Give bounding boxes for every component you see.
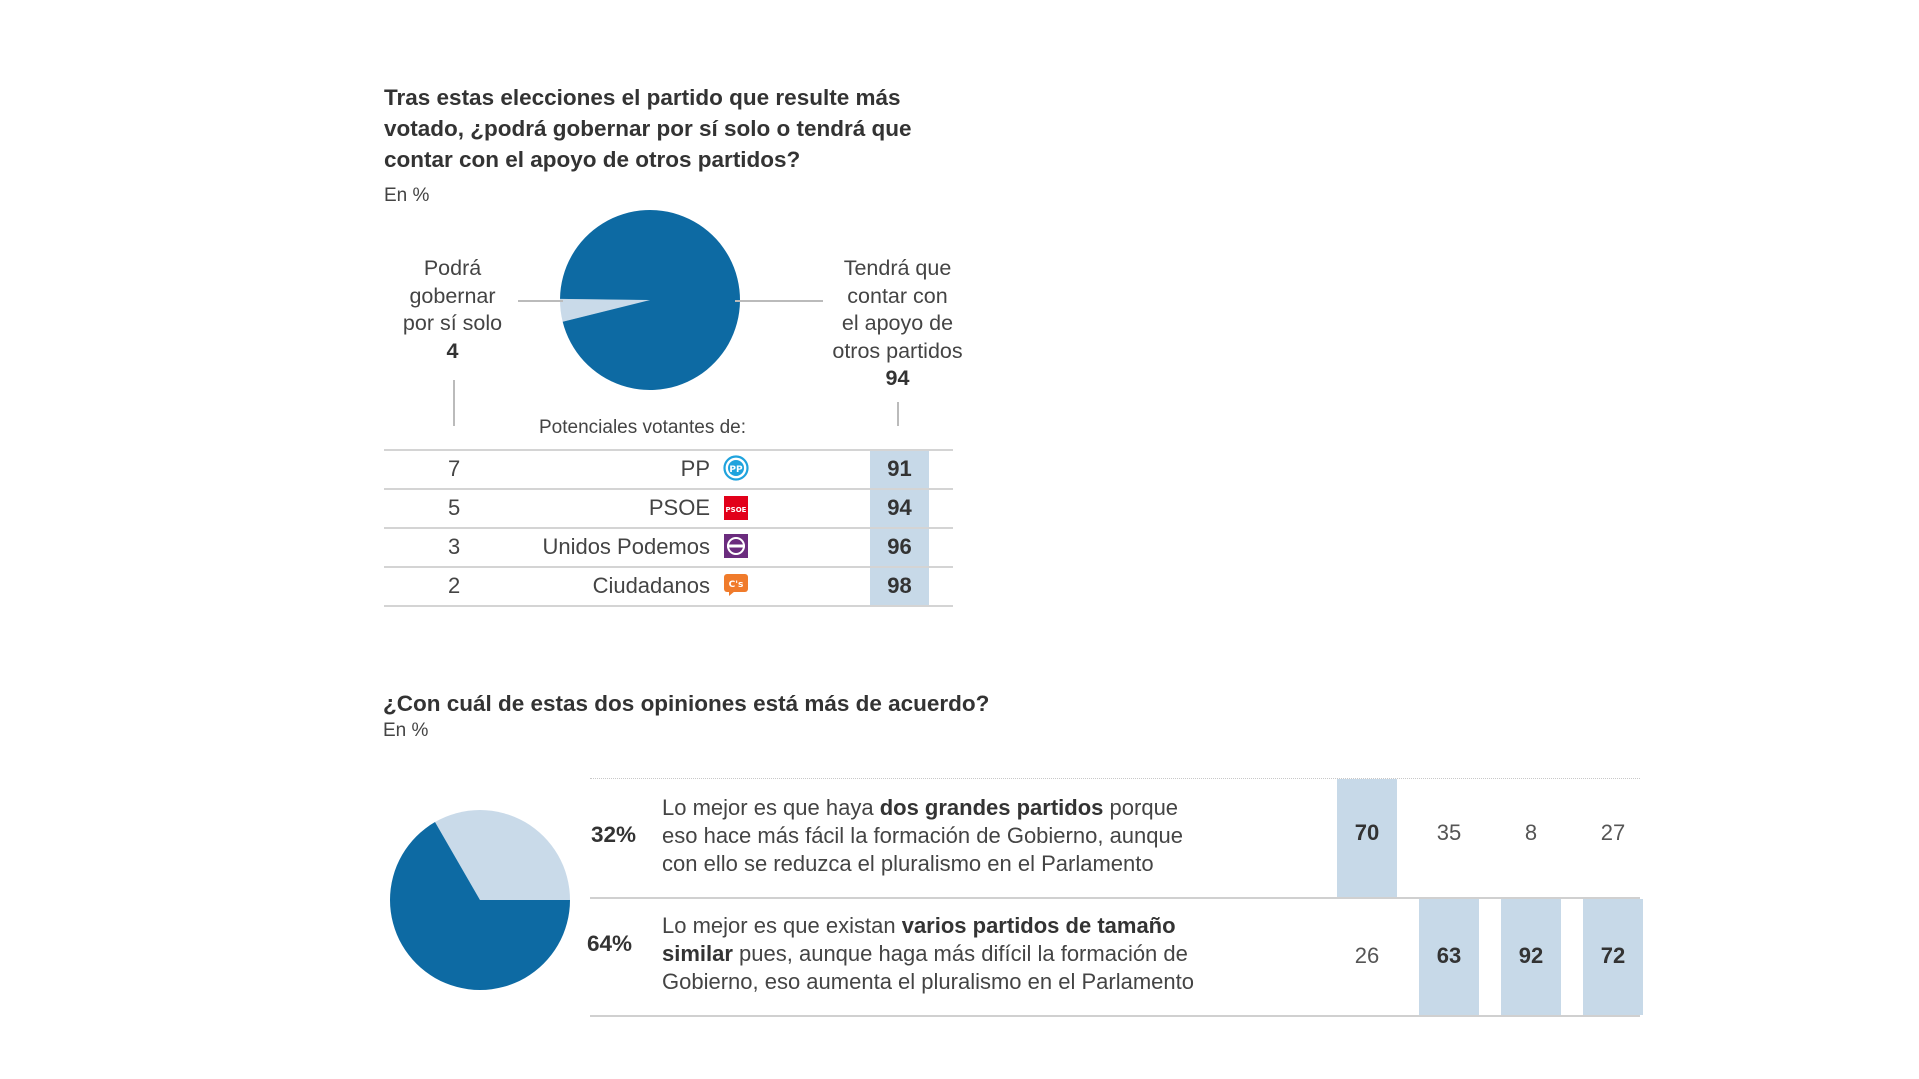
opinion1-text: Lo mejor es que haya dos grandes partido…: [662, 794, 1222, 878]
ciudadanos-logo: C's: [724, 574, 748, 596]
chart1-right-label-line: otros partidos: [832, 338, 963, 363]
opinion2-value-2: 63: [1436, 943, 1462, 968]
table-line: [384, 605, 953, 607]
chart1-right-label-line: contar con: [847, 283, 948, 308]
table-line: [384, 449, 953, 451]
opinion2-shade: [1583, 899, 1643, 1015]
table-line: [384, 488, 953, 490]
table-row-cs-apoyo: 98: [887, 573, 912, 598]
table-row-psoe-party: PSOE: [648, 495, 710, 520]
chart1-right-label-line: Tendrá que: [843, 256, 952, 280]
table-row-up-solo: 3: [448, 534, 461, 559]
chart1-unit: En %: [384, 185, 430, 206]
chart1-left-label-line: por sí solo: [402, 311, 503, 335]
chart1-pie: [560, 210, 740, 390]
svg-text:C's: C's: [729, 580, 744, 590]
svg-text:PSOE: PSOE: [726, 506, 747, 514]
table-header: Potenciales votantes de:: [539, 417, 747, 438]
opinion-line: Gobierno, eso aumenta el pluralismo en e…: [662, 969, 1194, 994]
opinion1-pct: 32%: [591, 822, 637, 847]
opinion2-shade: [1419, 899, 1479, 1015]
table-row-up-party: Unidos Podemos: [542, 534, 710, 559]
chart1-right-leader: [735, 300, 823, 302]
opinion1-value-1: 70: [1354, 820, 1380, 845]
chart1-title: Tras estas elecciones el partido que res…: [384, 82, 964, 175]
table-line: [384, 527, 953, 529]
opinion-line: con ello se reduzca el pluralismo en el …: [662, 851, 1154, 876]
table-row-psoe-solo: 5: [448, 495, 461, 520]
opinion-line: eso hace más fácil la formación de Gobie…: [662, 823, 1183, 848]
opinion2-value-3: 92: [1518, 943, 1544, 968]
table-row-pp-apoyo: 91: [887, 456, 912, 481]
table-line: [384, 566, 953, 568]
pie1-slice-apoyo: [560, 210, 740, 390]
opinion2-pct: 64%: [587, 931, 633, 956]
opinion2-value-4: 72: [1600, 943, 1626, 968]
opinion2-value-1: 26: [1354, 943, 1380, 968]
opinion1-shade: [1337, 779, 1397, 897]
table-row-cs-solo: 2: [448, 573, 461, 598]
pp-logo: PP: [723, 455, 749, 481]
pie2-slice-64: [390, 822, 570, 990]
chart1-right-label-line: el apoyo de: [841, 311, 954, 335]
chart2-unit: En %: [383, 720, 429, 741]
chart1-left-tick: [453, 380, 455, 426]
chart1-right-value: 94: [885, 366, 910, 390]
opinion-line: Lo mejor es que haya dos grandes partido…: [662, 795, 1179, 820]
opinion1-value-2: 35: [1436, 820, 1462, 845]
table-row-psoe-apoyo: 94: [887, 495, 912, 520]
table-row-pp-party: PP: [680, 456, 710, 481]
chart1-left-leader: [518, 300, 563, 302]
opinion1-value-3: 8: [1524, 820, 1538, 845]
pie1-slice-solo: [560, 298, 650, 322]
table-row-up-apoyo: 96: [887, 534, 912, 559]
opinion-bottom-rule: [590, 1015, 1640, 1017]
chart2-title: ¿Con cuál de estas dos opiniones está má…: [383, 691, 990, 716]
chart1-right-tick: [897, 402, 899, 426]
chart1-title-text: Tras estas elecciones el partido que res…: [384, 85, 912, 172]
opinion-line: Lo mejor es que existan varios partidos …: [662, 913, 1176, 938]
chart1-left-label-line: Podrá: [423, 256, 482, 280]
opinion-divider: [590, 897, 1640, 899]
table-row-pp-solo: 7: [448, 456, 461, 481]
opinion2-shade: [1501, 899, 1561, 1015]
chart1-right-label: Tendrá que contar con el apoyo de otros …: [820, 255, 975, 393]
pie2-slice-32: [435, 810, 570, 900]
svg-text:PP: PP: [729, 465, 743, 475]
chart2-pie: [390, 810, 570, 990]
opinion-line: similar pues, aunque haga más difícil la…: [662, 941, 1188, 966]
opinion2-text: Lo mejor es que existan varios partidos …: [662, 912, 1262, 996]
unidos-podemos-logo: [724, 534, 748, 558]
opinion1-value-4: 27: [1600, 820, 1626, 845]
chart1-left-label-line: gobernar: [409, 283, 496, 308]
chart1-left-value: 4: [446, 338, 459, 363]
opinion-top-rule: [590, 778, 1640, 779]
psoe-logo: PSOE: [724, 496, 748, 520]
table-row-cs-party: Ciudadanos: [592, 573, 710, 598]
chart1-left-label: Podrá gobernar por sí solo 4: [390, 255, 515, 365]
